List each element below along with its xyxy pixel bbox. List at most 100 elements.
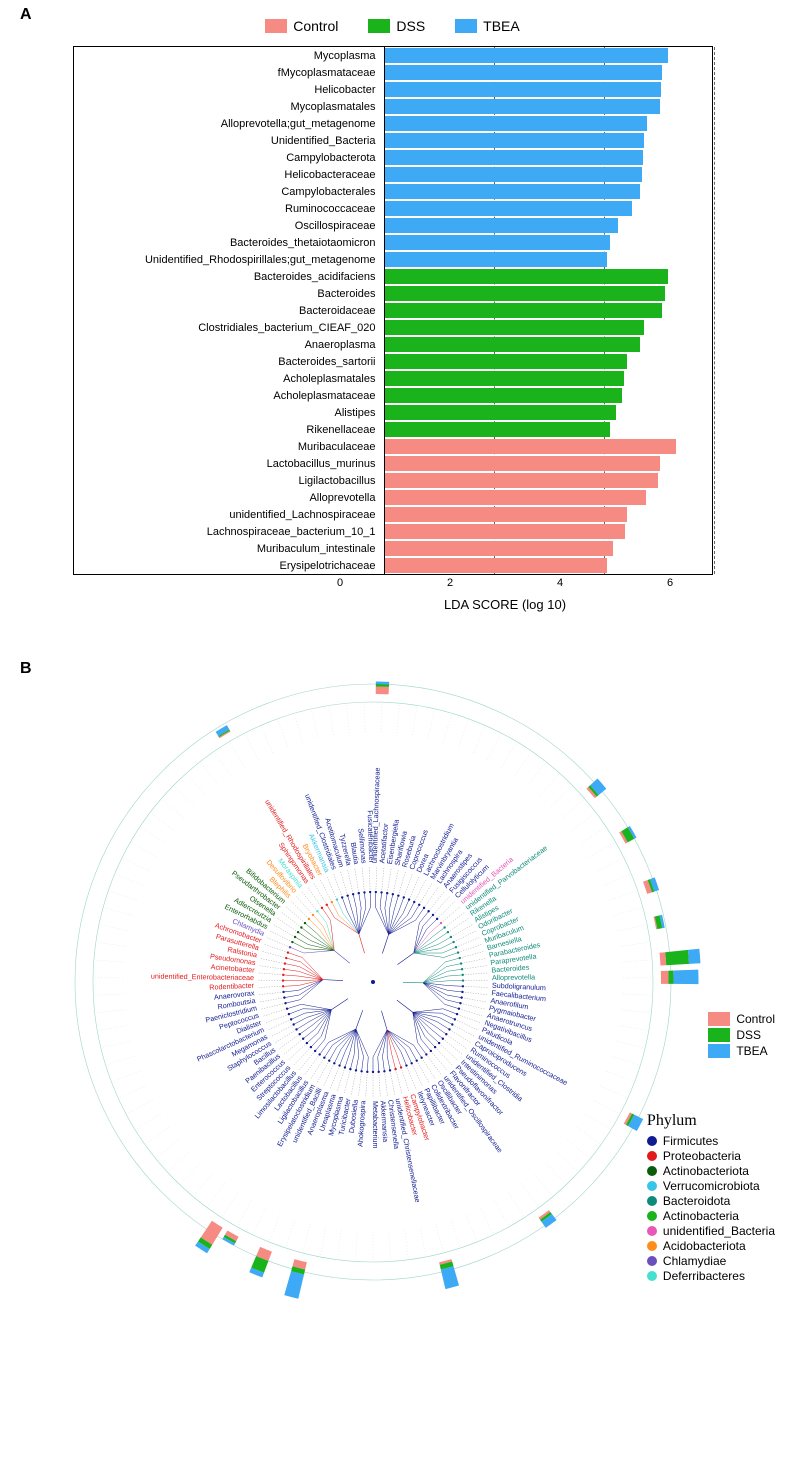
branch-line (377, 1030, 386, 1072)
outer-dotline (451, 1220, 460, 1249)
tree-root (371, 980, 375, 984)
bar-track (384, 455, 714, 472)
outer-dotline (229, 742, 244, 768)
phylum-legend-item: unidentified_Bacteria (647, 1224, 775, 1238)
phylum-dot (647, 1271, 657, 1281)
bar-row: Bacteroides (74, 285, 712, 302)
outer-dotline (596, 858, 623, 871)
bar-label: fMycoplasmataceae (74, 67, 384, 79)
bar-label: Mycoplasmatales (74, 101, 384, 113)
outer-dotline (199, 762, 218, 786)
leaf-dotline (419, 883, 432, 904)
lda-bar (385, 422, 611, 437)
outer-dotline (294, 713, 302, 742)
leaf-dotline (460, 1003, 484, 1009)
bar-label: Lachnospiraceae_bacterium_10_1 (74, 526, 384, 538)
lda-bar (385, 235, 611, 250)
bar-track (384, 268, 714, 285)
outer-dotline (380, 702, 381, 732)
bar-row: Ruminococcaceae (74, 200, 712, 217)
leaf-dotline (462, 986, 487, 987)
lda-bar (385, 439, 677, 454)
lda-x-ticks: 0246 (340, 575, 670, 593)
outer-dotline (139, 827, 164, 844)
lda-bar (385, 541, 613, 556)
outer-dotline (396, 703, 399, 733)
outer-dotline (135, 1114, 160, 1130)
leaf-dotline (271, 1025, 293, 1037)
bar-track (384, 472, 714, 489)
lda-bar (385, 252, 608, 267)
outer-dotline (179, 1163, 200, 1185)
outer-dotline (98, 925, 127, 931)
leaf-dot (323, 1057, 325, 1059)
phylum-dot (647, 1151, 657, 1161)
outer-dotline (514, 751, 531, 776)
lda-x-axis: 0246 (30, 575, 755, 593)
leaf-dotline (437, 901, 455, 919)
branch-line (413, 932, 447, 953)
bar-label: Clostridiales_bacterium_CIEAF_020 (74, 322, 384, 334)
bar-track (384, 438, 714, 455)
legend-b-swatch-control (708, 1012, 730, 1026)
leaf-dotline (268, 1019, 291, 1029)
leaf-dotline (260, 958, 284, 963)
branch-line (412, 1012, 449, 1029)
lda-bar (385, 116, 648, 131)
leaf-dotline (450, 925, 472, 938)
bar-track (384, 557, 714, 574)
hub-line (331, 999, 348, 1010)
lda-bar (385, 303, 663, 318)
leaf-dotline (446, 1034, 466, 1049)
branch-line (301, 927, 334, 950)
branch-line (380, 892, 388, 934)
legend-swatch-control (265, 19, 287, 33)
outer-dotline (412, 706, 417, 736)
legend-item-tbea: TBEA (455, 18, 520, 34)
leaf-dotline (262, 951, 286, 958)
branch-line (304, 923, 333, 950)
leaf-dot (292, 1023, 294, 1025)
abundance-bar-segment (660, 971, 668, 984)
leaf-dotline (430, 1051, 446, 1070)
bar-row: Rikenellaceae (74, 421, 712, 438)
legend-b-label-tbea: TBEA (736, 1044, 767, 1058)
leaf-dotline (275, 1029, 296, 1042)
panel-b: unidentified_LachnospiraceaeAcetatifacto… (0, 632, 785, 1402)
bar-row: Campylobacterota (74, 149, 712, 166)
bar-label: Ruminococcaceae (74, 203, 384, 215)
leaf-dotline (340, 872, 347, 896)
outer-dotline (521, 1183, 539, 1207)
lda-bar (385, 507, 627, 522)
leaf-dotline (462, 992, 487, 995)
phylum-legend-item: Deferribacteres (647, 1269, 775, 1283)
leaf-dot (328, 1059, 330, 1061)
bar-row: Anaeroplasma (74, 336, 712, 353)
bar-label: Anaeroplasma (74, 339, 384, 351)
branch-line (283, 980, 323, 981)
legend-label-control: Control (293, 18, 338, 34)
legend-label-tbea: TBEA (483, 18, 520, 34)
bar-track (384, 404, 714, 421)
phylum-label: Firmicutes (663, 1134, 718, 1148)
outer-dotline (122, 858, 149, 871)
branch-line (331, 902, 358, 934)
x-tick-label: 6 (667, 577, 673, 589)
leaf-dotline (362, 868, 364, 893)
figure-root: A Control DSS TBEA MycoplasmafMycoplasma… (0, 0, 785, 1402)
outer-dotline (206, 1183, 224, 1207)
outer-dotline (551, 786, 572, 807)
abundance-bar-segment (665, 950, 689, 965)
bar-label: Lactobacillus_murinus (74, 458, 384, 470)
leaf-dotline (269, 931, 291, 942)
branch-line (296, 1010, 331, 1030)
phylum-dot (647, 1211, 657, 1221)
outer-dotline (622, 994, 652, 995)
panel-a: Control DSS TBEA MycoplasmafMycoplasmata… (0, 0, 785, 632)
outer-dotline (302, 1224, 310, 1253)
outer-dotline (620, 942, 650, 946)
outer-dotline (539, 773, 559, 795)
bar-row: Ligilactobacillus (74, 472, 712, 489)
outer-dotline (337, 1230, 341, 1260)
outer-dotline (95, 942, 125, 946)
